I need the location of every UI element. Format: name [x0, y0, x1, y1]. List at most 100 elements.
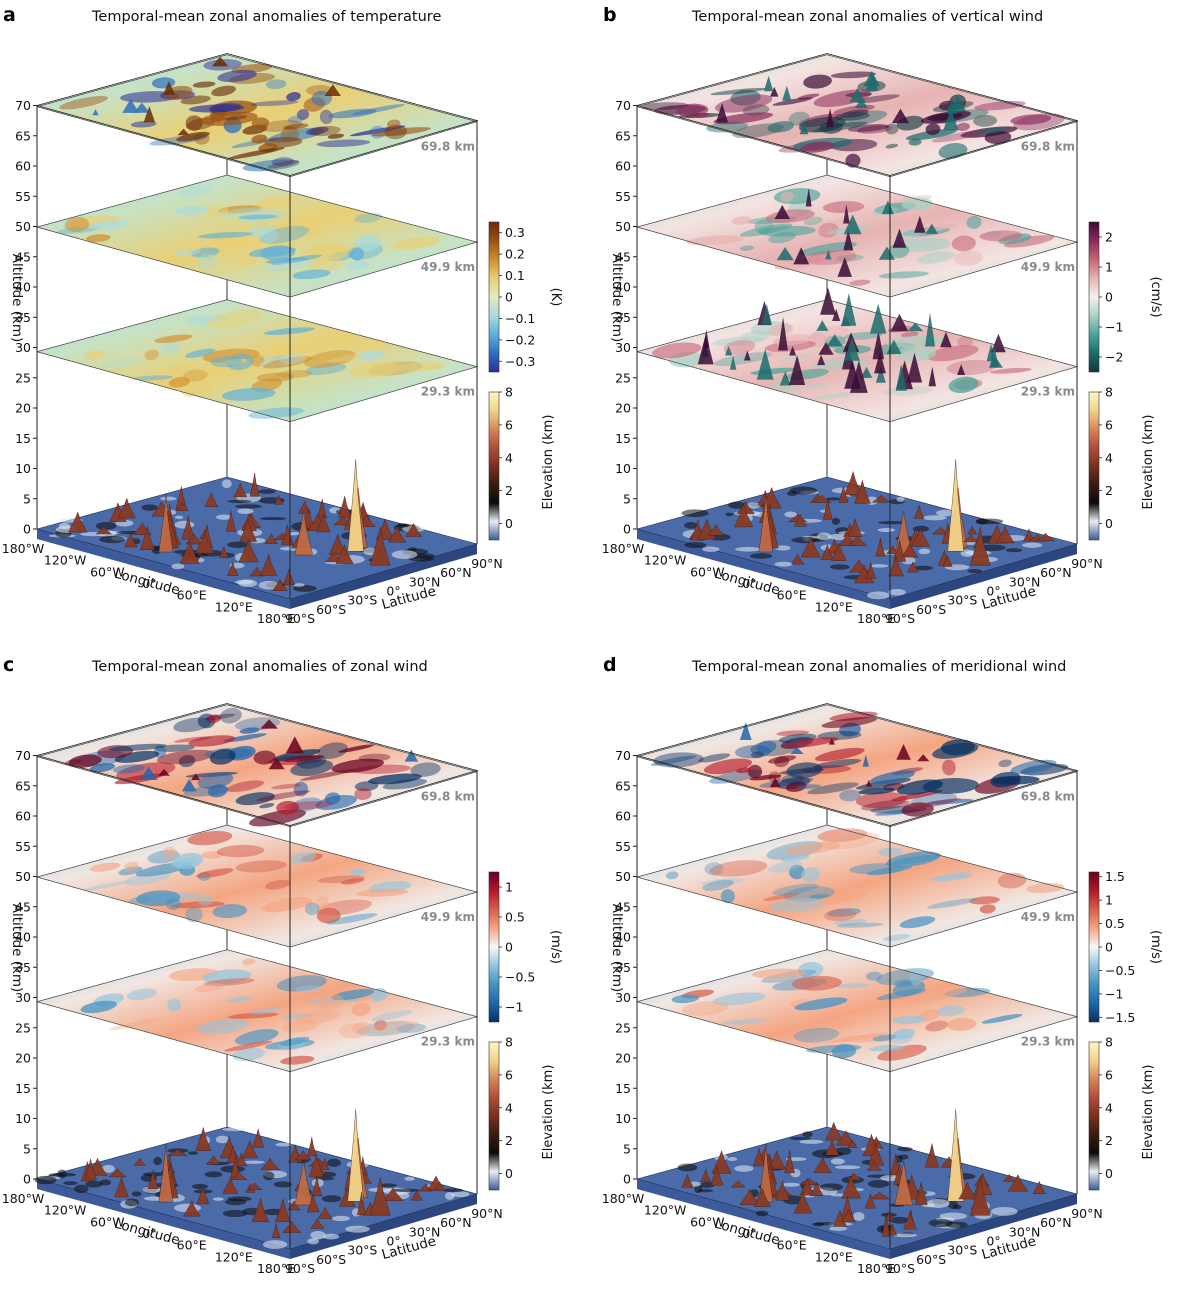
anomaly-blob [1004, 235, 1055, 248]
anomaly-blob [265, 79, 287, 90]
anomaly-blob [767, 1030, 798, 1042]
ocean-texture [834, 1165, 861, 1170]
topography-peak [264, 533, 278, 544]
topography-peak [868, 1142, 885, 1166]
panel-c: c Temporal-mean zonal anomalies of zonal … [0, 650, 600, 1300]
ocean-texture [404, 1176, 415, 1181]
z-tick-label: 65 [15, 128, 31, 143]
z-tick-label: 30 [15, 990, 31, 1005]
topography-peak [914, 504, 925, 519]
z-axis-label: Altitude (km) [609, 904, 625, 993]
colorbar-tick-label: −0.5 [505, 970, 535, 985]
anomaly-peak [761, 304, 772, 325]
layer-height-label: 49.9 km [421, 260, 475, 274]
base-side-right [890, 544, 1077, 609]
topography-peak [183, 1199, 201, 1217]
anomaly-peak [881, 200, 894, 215]
topography-peak [810, 1181, 824, 1196]
anomaly-blob [700, 878, 746, 887]
ocean-texture [819, 1183, 844, 1191]
anomaly-blob [207, 784, 228, 798]
anomaly-blob [888, 1033, 913, 1044]
topography-peak [222, 1176, 239, 1194]
colorbar-tick-label: −0.5 [1105, 963, 1135, 978]
x-tick-label: 120°W [44, 1203, 86, 1218]
anomaly-peak [826, 108, 835, 128]
colorbar-tick-label: −0.3 [505, 354, 535, 369]
anomaly-blob [338, 1023, 369, 1039]
anomaly-blob [290, 759, 334, 777]
z-tick-label: 40 [615, 280, 631, 295]
topography-peak [251, 1197, 269, 1222]
colorbar-tick-label: 0 [505, 290, 513, 305]
topography-peak [179, 540, 200, 564]
x-tick-label: 180°W [602, 1191, 644, 1206]
ocean-texture [791, 537, 818, 544]
anomaly-peak [92, 109, 99, 116]
ocean-texture [784, 511, 797, 518]
anomaly-blob [781, 854, 810, 862]
anomaly-peak [940, 331, 952, 348]
colorbar-tick-label: 0.2 [505, 247, 525, 262]
anomaly-blob [990, 367, 1032, 374]
ocean-texture [215, 514, 233, 520]
anomaly-blob [772, 97, 813, 106]
ocean-texture [877, 528, 896, 533]
ocean-texture [1022, 542, 1043, 548]
anomaly-blob [936, 1005, 965, 1016]
anomaly-blob [83, 350, 106, 360]
anomaly-peak [324, 84, 341, 96]
colorbar-tick-label: 0 [1105, 290, 1113, 305]
anomaly-blob [813, 121, 868, 133]
y-tick-label: 90°S [285, 611, 315, 626]
z-tick-label: 20 [15, 401, 31, 416]
ocean-texture [275, 1142, 292, 1147]
z-tick-label: 55 [15, 189, 31, 204]
z-tick-label: 60 [615, 809, 631, 824]
topography-peak [382, 1187, 404, 1201]
anomaly-blob [217, 69, 257, 83]
z-tick-label: 55 [615, 839, 631, 854]
anomaly-peak [826, 334, 843, 347]
anomaly-blob [927, 798, 974, 805]
topography-peak [1002, 1174, 1016, 1182]
anomaly-blob [357, 350, 385, 361]
anomaly-blob [235, 860, 287, 873]
colorbar-tick-label: 0.1 [505, 268, 525, 283]
anomaly-peak [739, 722, 752, 740]
topography-peak [823, 497, 833, 520]
y-tick-label: 30°S [947, 1243, 977, 1258]
anomaly-blob [239, 727, 260, 734]
panel-label: d [603, 654, 617, 676]
anomaly-peak [268, 757, 285, 770]
anomaly-blob [808, 894, 830, 899]
x-tick-label: 180°E [857, 1261, 895, 1276]
anomaly-blob [308, 256, 343, 273]
anomaly-blob [869, 1044, 905, 1052]
ocean-texture [734, 1165, 754, 1172]
z-tick-label: 55 [15, 839, 31, 854]
topography-peak [158, 1143, 174, 1203]
anomaly-blob [250, 100, 299, 107]
z-tick-label: 0 [23, 522, 31, 537]
topography-peak [247, 1182, 263, 1190]
anomaly-peak [799, 121, 809, 135]
topography-peak [710, 1165, 724, 1186]
topography-peak [317, 1206, 333, 1219]
topography-peak [204, 492, 219, 507]
topography-peak [681, 1173, 694, 1188]
topography-peak [117, 497, 136, 519]
topography-peak [970, 527, 991, 566]
anomaly-blob [196, 868, 234, 878]
anomaly-blob [720, 889, 735, 904]
colorbar-tick-label: 2 [1105, 230, 1113, 245]
topography-peak [133, 1157, 146, 1166]
elevation-colorbar [1088, 391, 1100, 541]
panel-d: d Temporal-mean zonal anomalies of meridi… [600, 650, 1200, 1300]
colorbar [1088, 221, 1100, 373]
topography-peak [218, 545, 230, 558]
anomaly-blob [806, 1044, 862, 1053]
anomaly-peak [790, 747, 804, 754]
anomaly-blob [357, 1021, 415, 1037]
anomaly-blob [345, 260, 369, 270]
